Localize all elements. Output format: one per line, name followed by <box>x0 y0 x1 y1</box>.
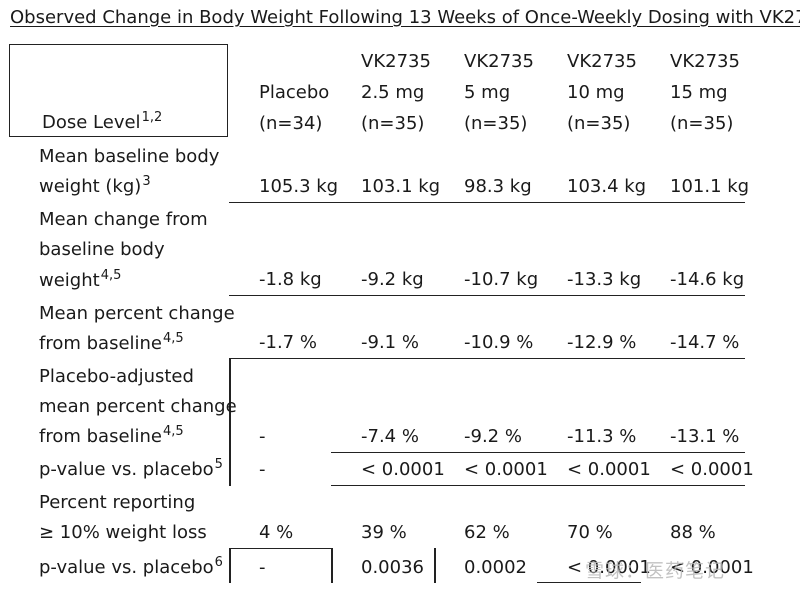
cell-value: -7.4 % <box>361 426 419 447</box>
cell-value: -9.1 % <box>361 332 419 353</box>
table-title: Observed Change in Body Weight Following… <box>10 7 800 28</box>
cell-value: < 0.0001 <box>670 459 754 480</box>
column-divider <box>229 358 231 486</box>
col-header-dose: 15 mg <box>670 82 728 103</box>
col-header-n: (n=35) <box>464 113 528 134</box>
row-label-change: weight4,5 <box>39 268 122 291</box>
row-divider <box>229 548 333 549</box>
col-header-n: (n=35) <box>567 113 631 134</box>
cell-value: 62 % <box>464 522 510 543</box>
row-label-baseline: Mean baseline body <box>39 146 220 167</box>
col-header-drug-name: VK2735 <box>464 51 534 72</box>
cell-value: 103.1 kg <box>361 176 441 197</box>
row-divider <box>537 582 641 583</box>
col-header-drug-name: VK2735 <box>670 51 740 72</box>
row-label-placebo-adjusted: mean percent change <box>39 396 237 417</box>
cell-value: -1.7 % <box>259 332 317 353</box>
cell-value: 39 % <box>361 522 407 543</box>
col-header-dose: 10 mg <box>567 82 625 103</box>
col-header-placebo-n: (n=34) <box>259 113 323 134</box>
row-label-placebo-adjusted: Placebo-adjusted <box>39 366 194 387</box>
row-label-weight-loss: Percent reporting <box>39 492 196 513</box>
row-divider <box>331 485 745 486</box>
row-divider <box>229 295 745 296</box>
row-divider <box>331 452 745 453</box>
cell-value: -10.7 kg <box>464 269 539 290</box>
cell-value: -9.2 kg <box>361 269 424 290</box>
watermark-text: 雪球：医药笔记 <box>585 560 726 582</box>
row-label-pvalue: p-value vs. placebo6 <box>39 555 223 578</box>
cell-value: 0.0036 <box>361 557 424 578</box>
cell-value: < 0.0001 <box>670 557 754 578</box>
cell-value: - <box>259 557 266 578</box>
cell-value: 101.1 kg <box>670 176 750 197</box>
cell-value: 70 % <box>567 522 613 543</box>
cell-value: -1.8 kg <box>259 269 322 290</box>
dose-level-label: Dose Level1,2 <box>42 110 163 133</box>
cell-value: 0.0002 <box>464 557 527 578</box>
cell-value: < 0.0001 <box>567 557 651 578</box>
cell-value: - <box>259 459 266 480</box>
cell-value: -12.9 % <box>567 332 637 353</box>
row-divider <box>229 202 745 203</box>
row-label-pvalue: p-value vs. placebo5 <box>39 457 223 480</box>
cell-value: 103.4 kg <box>567 176 647 197</box>
cell-value: -14.7 % <box>670 332 740 353</box>
col-header-dose: 5 mg <box>464 82 511 103</box>
col-header-n: (n=35) <box>361 113 425 134</box>
cell-value: -14.6 kg <box>670 269 745 290</box>
cell-value: - <box>259 426 266 447</box>
row-label-weight-loss: ≥ 10% weight loss <box>39 522 207 543</box>
cell-value: < 0.0001 <box>361 459 445 480</box>
column-divider <box>229 548 231 583</box>
row-label-placebo-adjusted: from baseline4,5 <box>39 424 184 447</box>
col-header-placebo-name: Placebo <box>259 82 330 103</box>
column-divider <box>331 548 333 583</box>
row-label-pct-change: from baseline4,5 <box>39 331 184 354</box>
cell-value: -11.3 % <box>567 426 637 447</box>
cell-value: < 0.0001 <box>464 459 548 480</box>
cell-value: 88 % <box>670 522 716 543</box>
col-header-dose: 2.5 mg <box>361 82 425 103</box>
row-divider <box>229 358 745 359</box>
cell-value: 4 % <box>259 522 294 543</box>
cell-value: -9.2 % <box>464 426 522 447</box>
row-label-change: baseline body <box>39 239 165 260</box>
col-header-drug-name: VK2735 <box>361 51 431 72</box>
col-header-n: (n=35) <box>670 113 734 134</box>
column-divider <box>434 548 436 583</box>
cell-value: 98.3 kg <box>464 176 532 197</box>
cell-value: 105.3 kg <box>259 176 339 197</box>
cell-value: -13.3 kg <box>567 269 642 290</box>
dose-level-header-box <box>9 44 228 137</box>
cell-value: -13.1 % <box>670 426 740 447</box>
cell-value: -10.9 % <box>464 332 534 353</box>
row-label-pct-change: Mean percent change <box>39 303 235 324</box>
row-label-change: Mean change from <box>39 209 208 230</box>
row-label-baseline: weight (kg)3 <box>39 174 151 197</box>
col-header-drug-name: VK2735 <box>567 51 637 72</box>
cell-value: < 0.0001 <box>567 459 651 480</box>
